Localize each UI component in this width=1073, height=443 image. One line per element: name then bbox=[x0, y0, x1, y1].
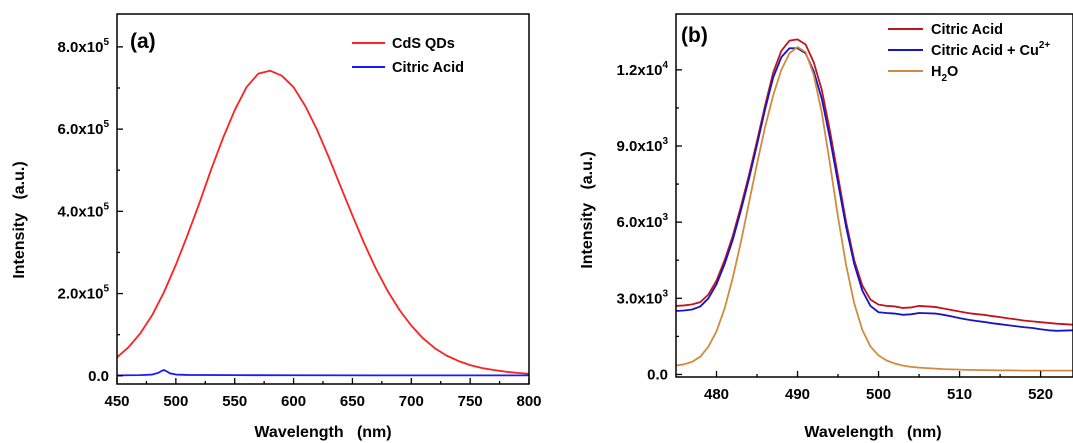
series-line-h2o bbox=[676, 46, 1073, 372]
legend-entry-label: H2O bbox=[931, 64, 958, 84]
y-tick-label: 8.0x105 bbox=[58, 37, 110, 56]
x-axis-title: Wavelength (nm) bbox=[254, 424, 391, 441]
x-tick-label: 500 bbox=[163, 393, 188, 410]
series-line-citric-acid-cu2- bbox=[676, 47, 1073, 332]
x-tick-label: 700 bbox=[399, 393, 424, 410]
y-axis-title: Intensity (a.u.) bbox=[11, 161, 28, 278]
legend-entry-label: Citric Acid + Cu2+ bbox=[931, 40, 1050, 59]
panel-label: (a) bbox=[130, 30, 156, 53]
y-axis-title: Intensity (a.u.) bbox=[579, 151, 596, 268]
plot-frame bbox=[116, 13, 530, 385]
x-axis-title: Wavelength (nm) bbox=[804, 424, 941, 441]
legend: CdS QDs Citric Acid bbox=[352, 36, 464, 76]
x-tick-label: 800 bbox=[516, 393, 541, 410]
series-line-citric-acid bbox=[117, 369, 529, 377]
y-tick-label: 0.0 bbox=[88, 368, 109, 385]
y-tick-label: 6.0x105 bbox=[58, 119, 110, 138]
x-tick-label: 510 bbox=[947, 386, 972, 403]
x-tick-label: 650 bbox=[340, 393, 365, 410]
panel-label: (b) bbox=[681, 24, 708, 47]
y-tick-label: 1.2x104 bbox=[617, 60, 669, 79]
x-tick-label: 480 bbox=[704, 386, 729, 403]
legend-entry-label: Citric Acid bbox=[931, 22, 1003, 38]
x-tick-label: 450 bbox=[104, 393, 129, 410]
y-tick-label: 2.0x105 bbox=[58, 284, 110, 303]
legend: Citric Acid Citric Acid + Cu2+ H2O bbox=[888, 22, 1050, 84]
y-tick-label: 6.0x103 bbox=[617, 212, 669, 231]
series-line-citric-acid bbox=[676, 38, 1073, 326]
x-tick-label: 600 bbox=[281, 393, 306, 410]
series-line-cds-qds bbox=[117, 69, 529, 375]
chart-panel-a: 450 500 550 600 650 700 750 800 0.0 2.0x105 4.0x10… bbox=[11, 13, 542, 441]
x-tick-label: 750 bbox=[458, 393, 483, 410]
legend-entry-label: CdS QDs bbox=[392, 36, 455, 52]
plot-frame bbox=[675, 13, 1073, 378]
x-tick-label: 500 bbox=[866, 386, 891, 403]
x-tick-label: 490 bbox=[785, 386, 810, 403]
x-tick-label: 520 bbox=[1028, 386, 1053, 403]
x-tick-label: 550 bbox=[222, 393, 247, 410]
legend-entry-label: Citric Acid bbox=[392, 60, 464, 76]
chart-panel-b: 480 490 500 510 520 0.0 3.0x103 6.0x103 9.0x103 1… bbox=[579, 13, 1073, 441]
y-tick-label: 4.0x105 bbox=[58, 201, 110, 220]
y-tick-label: 3.0x103 bbox=[617, 288, 669, 307]
y-tick-label: 0.0 bbox=[647, 366, 668, 383]
y-tick-label: 9.0x103 bbox=[617, 136, 669, 155]
